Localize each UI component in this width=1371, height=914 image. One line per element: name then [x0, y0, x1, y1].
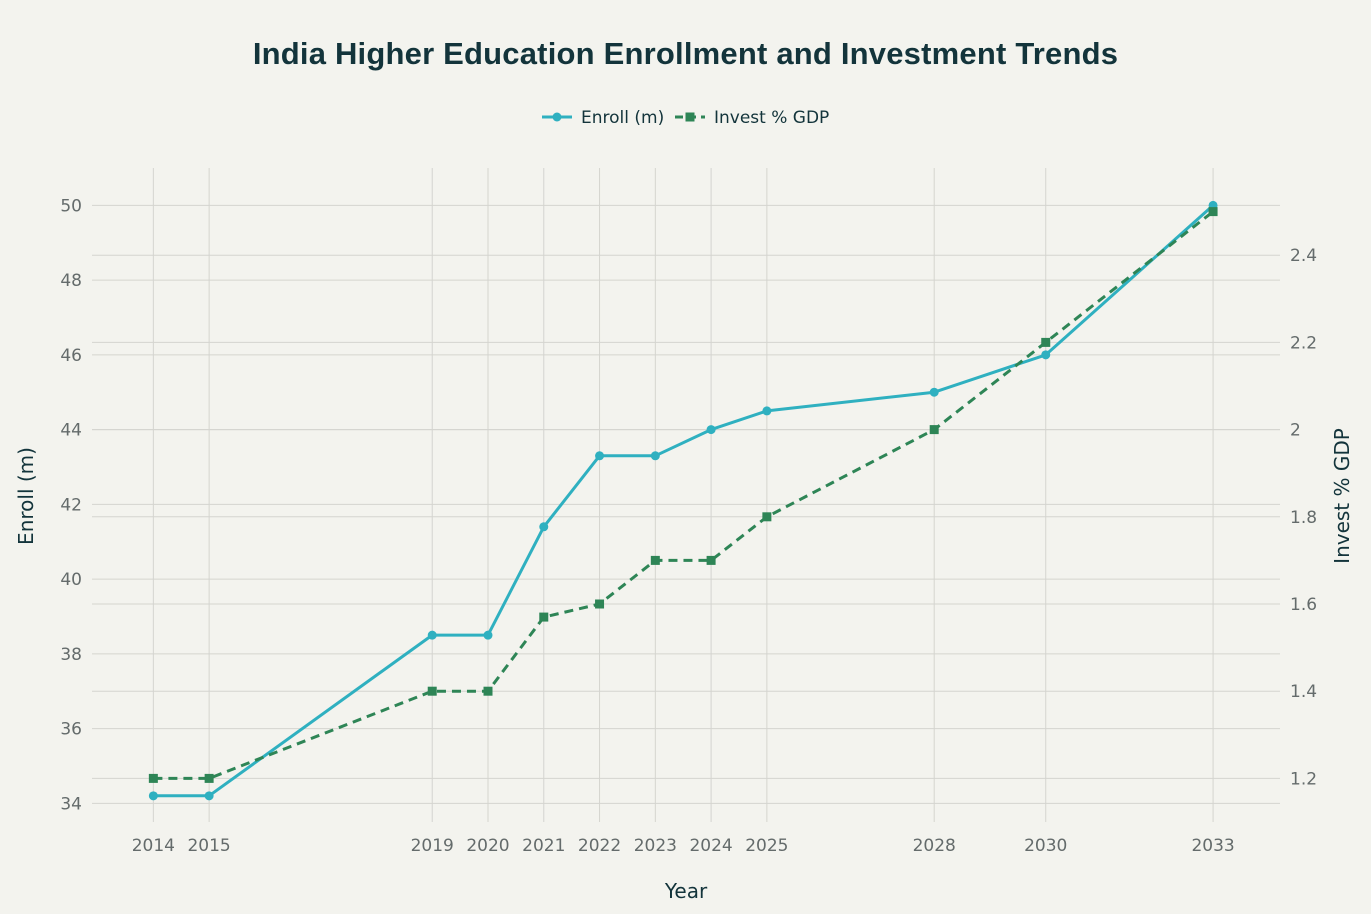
series-2-point: [148, 773, 158, 783]
y-tick-label: 42: [60, 495, 82, 515]
series-1-point: [539, 522, 549, 532]
series-1-point: [929, 387, 939, 397]
x-axis-title: Year: [664, 879, 708, 903]
series-2-point: [539, 612, 549, 622]
chart-title: India Higher Education Enrollment and In…: [252, 36, 1119, 71]
x-tick-label: 2019: [411, 836, 454, 856]
series-2-point: [595, 599, 605, 609]
y-tick-label: 40: [60, 570, 82, 590]
series-2-point: [650, 555, 660, 565]
series-lines: [153, 204, 1215, 798]
y2-tick-label: 2.4: [1290, 246, 1317, 266]
legend-label-1: Enroll (m): [581, 108, 664, 128]
series-line-1: [153, 204, 1215, 798]
y2-tick-label: 2: [1290, 421, 1301, 441]
series-2-point: [1041, 337, 1051, 347]
series-line-2: [153, 210, 1215, 780]
y-tick-label: 48: [60, 271, 82, 291]
legend-marker-square: [685, 112, 695, 122]
x-tick-label: 2015: [187, 836, 230, 856]
x-tick-label: 2021: [522, 836, 565, 856]
x-tick-label: 2033: [1191, 836, 1234, 856]
series-2-point: [427, 686, 437, 696]
tick-labels: 2014 2015 2019 2020 2021 2022 2023 2024 2025 2028…: [60, 196, 1317, 856]
y-tick-label: 46: [60, 346, 82, 366]
x-tick-label: 2022: [578, 836, 621, 856]
grid-layer: [92, 168, 1280, 822]
y2-tick-label: 1.4: [1290, 682, 1317, 702]
legend[interactable]: Enroll (m) Invest % GDP: [542, 108, 829, 128]
series-2-point: [204, 773, 214, 783]
y2-tick-label: 2.2: [1290, 333, 1317, 353]
y2-tick-label: 1.8: [1290, 508, 1317, 528]
series-1-point: [148, 791, 158, 801]
y-tick-label: 50: [60, 196, 82, 216]
legend-label-2: Invest % GDP: [714, 108, 829, 128]
x-tick-label: 2025: [745, 836, 788, 856]
y-axis-title: Enroll (m): [14, 447, 38, 545]
x-tick-label: 2023: [634, 836, 677, 856]
legend-marker-circle: [552, 112, 562, 122]
series-1-point: [706, 425, 716, 435]
y-tick-label: 44: [60, 421, 82, 441]
series-1-point: [762, 406, 772, 416]
x-tick-label: 2028: [913, 836, 956, 856]
series-2-point: [929, 425, 939, 435]
y2-tick-label: 1.6: [1290, 595, 1317, 615]
series-1-point: [204, 791, 214, 801]
y2-axis-title: Invest % GDP: [1330, 428, 1354, 564]
series-2-point: [762, 512, 772, 522]
series-1-point: [650, 451, 660, 461]
y-tick-label: 38: [60, 645, 82, 665]
y-tick-label: 36: [60, 720, 82, 740]
series-1-point: [483, 630, 493, 640]
x-tick-label: 2030: [1024, 836, 1067, 856]
x-tick-label: 2024: [689, 836, 732, 856]
y2-tick-label: 1.2: [1290, 769, 1317, 789]
x-tick-label: 2014: [132, 836, 175, 856]
series-1-point: [595, 451, 605, 461]
series-markers: [148, 200, 1218, 801]
series-2-point: [1208, 207, 1218, 217]
x-tick-label: 2020: [466, 836, 509, 856]
y-tick-label: 34: [60, 794, 82, 814]
series-2-point: [483, 686, 493, 696]
series-1-point: [427, 630, 437, 640]
series-1-point: [1041, 350, 1051, 360]
series-2-point: [706, 555, 716, 565]
